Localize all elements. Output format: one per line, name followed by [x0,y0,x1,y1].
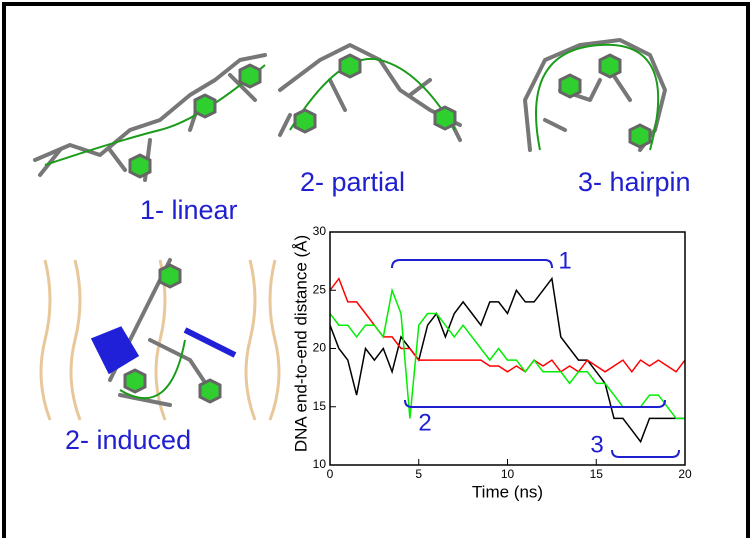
annotation: 3 [590,431,603,458]
x-tick-label: 0 [327,467,334,481]
x-tick-label: 10 [501,467,515,481]
image-label: 2- induced [65,425,191,455]
y-axis-label: DNA end-to-end distance (Å) [291,235,310,452]
molecule-partial [278,43,462,142]
image-label: 3- hairpin [578,167,691,197]
x-tick-label: 5 [415,467,422,481]
series-line [329,277,686,374]
bracket [611,449,680,458]
x-tick-label: 20 [678,467,692,481]
series-line [329,276,685,444]
x-tick-label: 15 [590,467,604,481]
bracket [391,259,553,269]
x-axis-label: Time (ns) [472,482,543,501]
y-tick-label: 10 [313,457,327,471]
y-tick-label: 30 [313,224,327,238]
bracket [404,399,666,408]
molecule-linear [33,53,267,182]
y-tick-label: 25 [313,282,327,296]
y-tick-label: 15 [313,399,327,413]
image-label: 2- partial [300,167,405,197]
chart: 0 5 10 15 20 10 15 20 25 30 Time (ns) DNA end-to-en… [291,224,692,501]
molecule-induced [38,255,288,421]
molecule-hairpin [523,38,667,152]
annotation: 1 [558,247,571,274]
y-tick-label: 20 [313,341,327,355]
image-label: 1- linear [140,195,238,225]
annotation: 2 [418,409,431,436]
